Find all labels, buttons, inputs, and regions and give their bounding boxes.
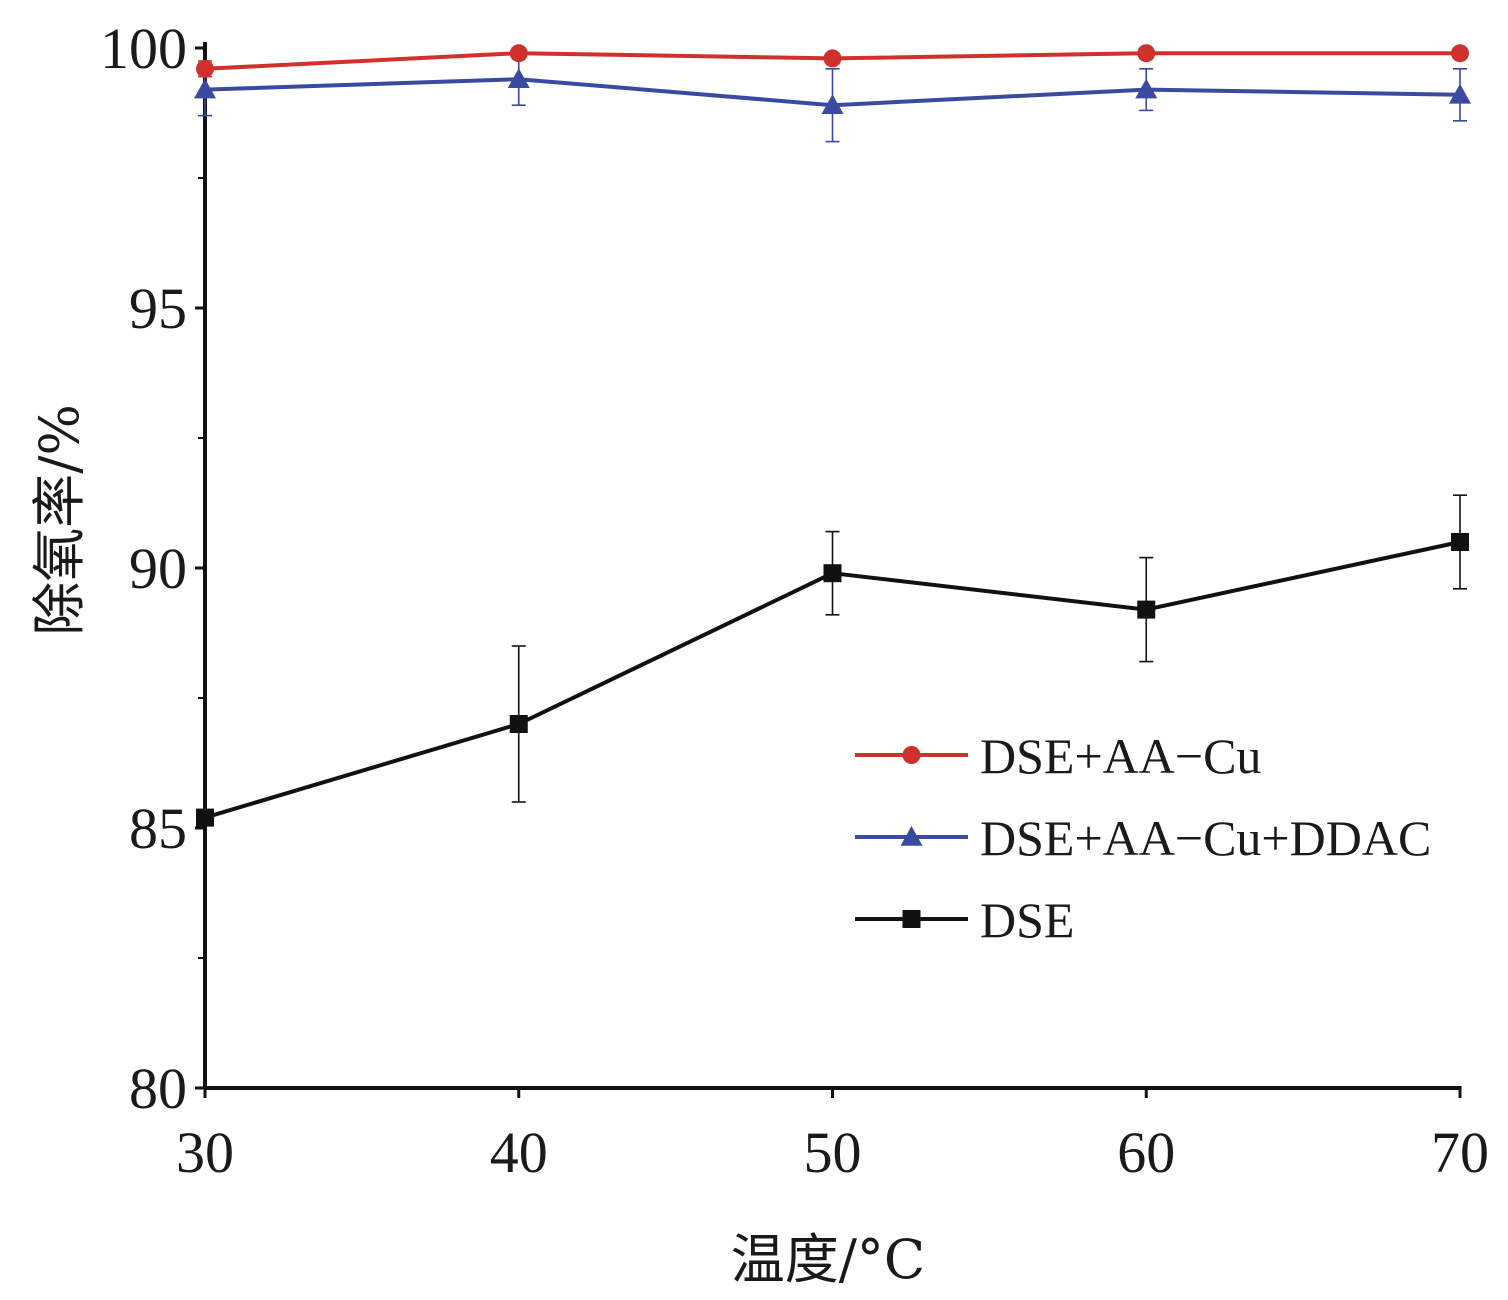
x-tick-label: 40: [490, 1120, 548, 1185]
x-tick-label: 70: [1431, 1120, 1489, 1185]
y-axis-title: 除氧率/%: [28, 404, 91, 636]
data-point: [509, 715, 528, 733]
data-point: [1135, 78, 1158, 99]
data-point: [507, 68, 530, 88]
series-square: [196, 494, 1469, 827]
legend-marker: [902, 746, 921, 764]
data-point: [821, 94, 844, 114]
x-tick-label: 50: [804, 1120, 862, 1185]
data-point: [196, 808, 214, 827]
legend-label: DSE: [980, 892, 1074, 948]
legend-label: DSE+AA−Cu: [980, 728, 1261, 784]
legend-marker: [900, 826, 923, 846]
legend-item: DSE+AA−Cu: [855, 728, 1261, 784]
axes: 80 85 90 95 100 30 40 50 60 70: [100, 16, 1489, 1185]
data-point: [823, 49, 842, 68]
x-tick-label: 30: [176, 1120, 234, 1185]
y-tick-label: 90: [129, 536, 187, 601]
series-layer: [194, 44, 1471, 827]
data-point: [1451, 533, 1469, 551]
x-tick-label: 60: [1117, 1120, 1175, 1185]
data-point: [509, 44, 528, 63]
data-point: [196, 59, 214, 78]
data-point: [1451, 44, 1469, 63]
legend-label: DSE+AA−Cu+DDAC: [980, 810, 1431, 866]
y-tick-label: 95: [129, 276, 187, 341]
series-circle: [196, 44, 1469, 78]
legend-marker: [902, 910, 921, 928]
x-axis-title: 温度/°C: [731, 1228, 926, 1291]
data-point: [194, 78, 216, 99]
legend-item: DSE+AA−Cu+DDAC: [855, 810, 1431, 866]
y-tick-label: 100: [100, 16, 187, 81]
legend-item: DSE: [855, 892, 1074, 948]
legend: DSE+AA−Cu DSE+AA−Cu+DDAC DSE: [855, 728, 1431, 948]
series-triangle: [194, 52, 1471, 143]
data-point: [1449, 83, 1471, 104]
y-tick-label: 85: [129, 796, 187, 861]
data-point: [1137, 600, 1156, 619]
y-tick-label: 80: [129, 1056, 187, 1121]
data-point: [1137, 44, 1156, 63]
data-point: [823, 564, 842, 583]
